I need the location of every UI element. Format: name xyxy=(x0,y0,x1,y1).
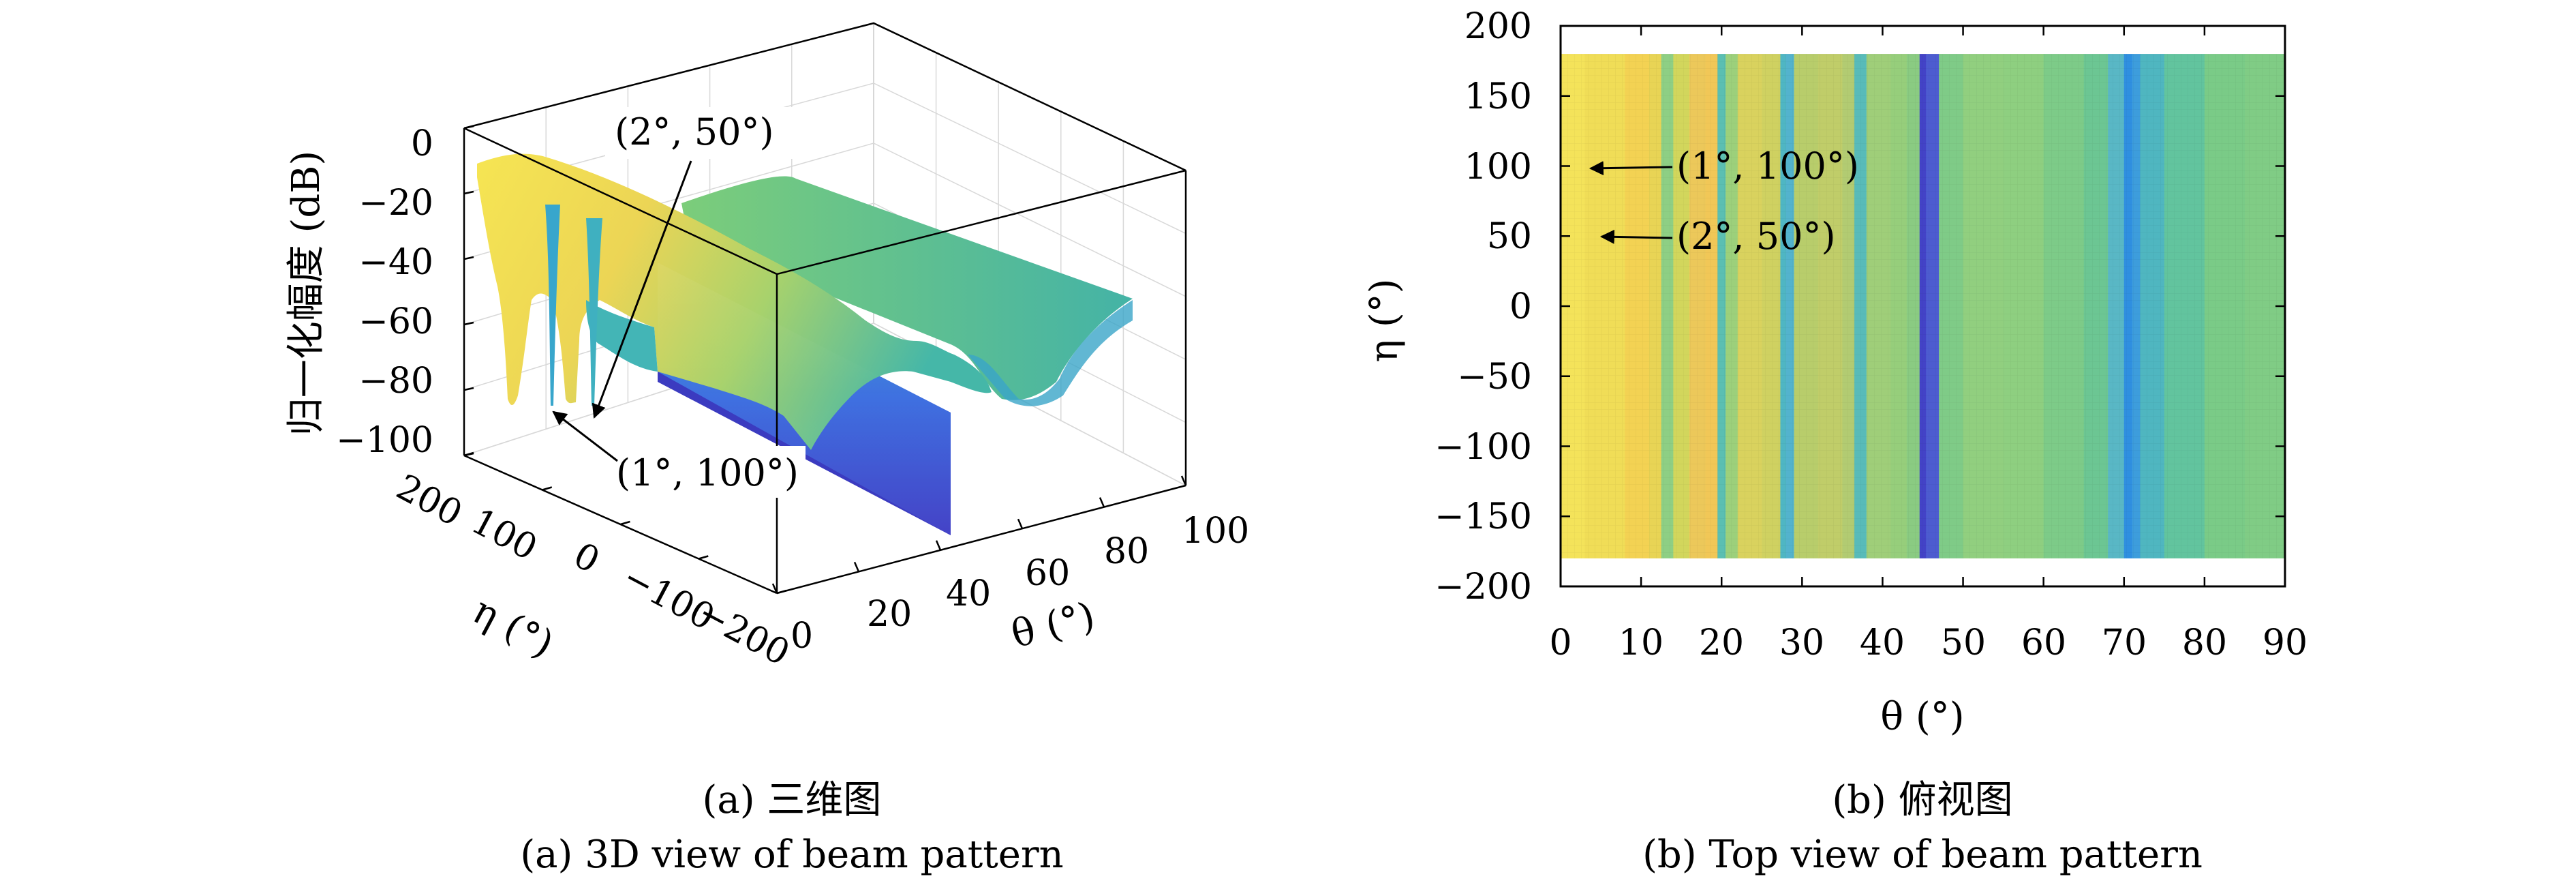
theta-tick-labels-3d: 0 20 40 60 80 100 xyxy=(791,511,1249,657)
eta-tick-label: 200 xyxy=(1465,6,1532,47)
annotation-label: (2°, 50°) xyxy=(1676,215,1836,258)
theta-tick-label: 0 xyxy=(791,616,813,657)
theta-axis-label: θ (°) xyxy=(1880,695,1964,739)
theta-tick-label: 50 xyxy=(1941,623,1986,663)
annotation-arrow xyxy=(1599,229,1673,244)
beam-surface xyxy=(477,153,1133,535)
surface-texture xyxy=(658,263,951,535)
z-tick xyxy=(463,256,474,260)
theta-tick-label: 30 xyxy=(1779,623,1824,663)
z-tick-labels: 0 −20 −40 −60 −80 −100 xyxy=(336,123,433,461)
annotation-label: (2°, 50°) xyxy=(615,110,774,153)
caption-en: (a) 3D view of beam pattern xyxy=(520,833,1063,877)
theta-tick-label: 80 xyxy=(2182,623,2227,663)
z-tick xyxy=(463,190,474,195)
z-tick-label: 0 xyxy=(411,123,433,164)
tick-marks-2d xyxy=(1559,25,2286,588)
eta-tick-label: −50 xyxy=(1457,357,1532,398)
eta-tick xyxy=(620,520,630,526)
theta-tick xyxy=(1180,475,1187,486)
eta-tick xyxy=(542,486,553,491)
theta-tick-label: 20 xyxy=(1699,623,1744,663)
axis-frame-top xyxy=(463,22,1186,172)
eta-tick-label: 100 xyxy=(1465,147,1532,188)
theta-tick-label: 40 xyxy=(1860,623,1905,663)
caption-en: (b) Top view of beam pattern xyxy=(1642,833,2203,877)
surface-dip-1 xyxy=(545,205,560,406)
theta-tick-label: 20 xyxy=(867,594,912,635)
theta-tick-label: 60 xyxy=(2021,623,2066,663)
axis-frame-front xyxy=(463,127,778,275)
z-tick xyxy=(463,125,474,130)
z-tick-label: −80 xyxy=(358,361,433,402)
eta-axis-label-3d: η (°) xyxy=(465,588,560,667)
annotation-label: (1°, 100°) xyxy=(1676,145,1859,188)
caption-cn: (a) 三维图 xyxy=(703,778,882,822)
eta-tick-label: −100 xyxy=(1435,427,1532,468)
theta-tick-label: 0 xyxy=(1549,623,1571,663)
theta-tick xyxy=(771,583,778,594)
eta-tick-labels-3d: 200 100 0 −100 −200 xyxy=(390,467,796,674)
theta-tick-label: 70 xyxy=(2102,623,2147,663)
z-tick-label: −60 xyxy=(358,301,433,342)
z-tick-label: −20 xyxy=(358,183,433,224)
annotation-arrow xyxy=(592,160,692,419)
theta-tick xyxy=(935,540,942,551)
eta-tick xyxy=(698,555,709,560)
annotation-arrow xyxy=(552,410,618,462)
z-tick xyxy=(463,321,474,326)
surface-ridge-right xyxy=(681,176,1133,400)
eta-tick-label: 0 xyxy=(567,535,606,582)
eta-tick-label: 100 xyxy=(465,501,544,569)
z-tick-label: −40 xyxy=(358,242,433,283)
annotation-box xyxy=(611,446,806,498)
eta-tick-label: 0 xyxy=(1509,286,1532,327)
z-grid-line xyxy=(463,83,1186,235)
panel-a-3d-plot: 0 −20 −40 −60 −80 −100 0 20 40 60 80 100… xyxy=(284,22,1249,877)
panel-b-top-view: 200 150 100 50 0 −50 −100 −150 −200 0 10… xyxy=(1362,6,2307,877)
theta-axis-line xyxy=(776,484,1186,595)
z-tick-label: −100 xyxy=(336,420,433,461)
z-axis-label: 归一化幅度 (dB) xyxy=(284,151,328,436)
theta-tick xyxy=(1099,497,1105,508)
theta-tick-label: 10 xyxy=(1619,623,1663,663)
annotation-arrow xyxy=(1589,161,1673,176)
eta-tick xyxy=(463,451,474,457)
surface-dip-2 xyxy=(586,218,602,406)
eta-tick-label: 200 xyxy=(390,467,469,535)
theta-tick-labels: 0 10 20 30 40 50 60 70 80 90 xyxy=(1549,623,2307,663)
eta-tick-label: 50 xyxy=(1487,216,1532,257)
caption-cn: (b) 俯视图 xyxy=(1832,778,2012,822)
theta-tick-label: 100 xyxy=(1182,511,1249,552)
annotation-box xyxy=(605,107,795,159)
eta-tick-labels: 200 150 100 50 0 −50 −100 −150 −200 xyxy=(1435,6,1532,608)
tick-marks-3d xyxy=(463,125,1187,595)
eta-axis-label: η (°) xyxy=(1362,278,1407,362)
theta-axis-label-3d: θ (°) xyxy=(1007,594,1099,657)
theta-tick xyxy=(853,561,860,572)
eta-tick xyxy=(776,589,787,595)
axis-frame-front2 xyxy=(776,169,1186,275)
theta-tick xyxy=(1017,518,1024,529)
z-tick xyxy=(463,387,474,391)
theta-tick-label: 60 xyxy=(1025,553,1070,594)
heatmap-grid-overlay xyxy=(1561,54,2285,558)
theta-tick-label: 90 xyxy=(2263,623,2307,663)
annotation-label: (1°, 100°) xyxy=(616,451,799,494)
eta-tick-label: −200 xyxy=(1435,567,1532,608)
eta-tick-label: −150 xyxy=(1435,496,1532,537)
theta-tick-label: 40 xyxy=(946,573,991,614)
theta-tick-label: 80 xyxy=(1104,531,1149,572)
surface-valley-teal xyxy=(586,300,658,372)
eta-tick-label: 150 xyxy=(1465,76,1532,117)
eta-tick-label: −200 xyxy=(691,593,796,674)
